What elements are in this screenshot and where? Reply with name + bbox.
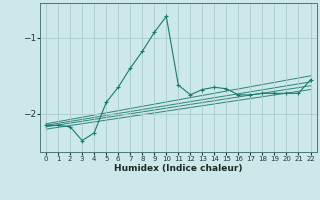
X-axis label: Humidex (Indice chaleur): Humidex (Indice chaleur) xyxy=(114,164,243,173)
